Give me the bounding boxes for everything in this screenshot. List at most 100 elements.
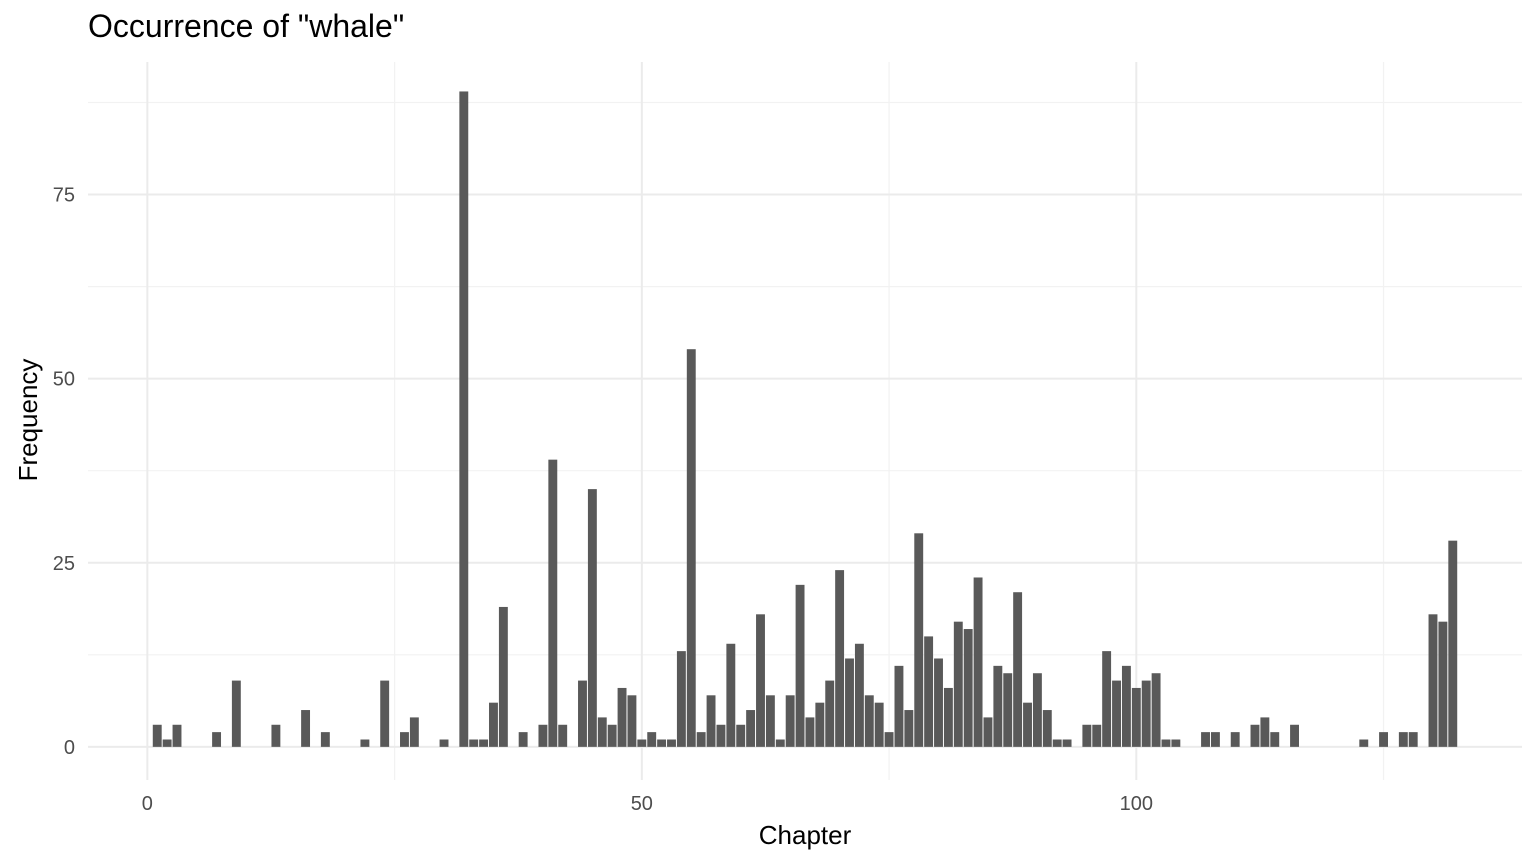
bar: [320, 732, 330, 747]
bar: [716, 724, 726, 747]
bar: [607, 724, 617, 747]
bar: [775, 739, 785, 747]
bar: [558, 724, 568, 747]
bar: [835, 570, 845, 747]
bar: [1082, 724, 1092, 747]
bar: [1250, 724, 1260, 747]
bar: [380, 680, 390, 747]
bar: [1359, 739, 1369, 747]
bar: [696, 732, 706, 747]
bar: [1270, 732, 1280, 747]
bar: [400, 732, 409, 747]
bar: [548, 459, 558, 747]
bar: [231, 680, 241, 747]
bars: [152, 91, 1458, 747]
bar: [271, 724, 281, 747]
bar: [1052, 739, 1062, 747]
bar: [1379, 732, 1388, 747]
bar: [746, 710, 756, 747]
bar: [617, 687, 627, 747]
bar: [1062, 739, 1072, 747]
bar: [795, 584, 805, 747]
x-axis-title: Chapter: [759, 820, 852, 850]
bar: [706, 695, 716, 747]
bar: [1151, 673, 1161, 747]
bar: [1032, 673, 1042, 747]
bar: [439, 739, 449, 747]
x-tick-label: 50: [631, 793, 653, 815]
bar: [667, 739, 676, 747]
bar: [736, 724, 746, 747]
bar: [1398, 732, 1408, 747]
bar: [963, 629, 973, 747]
bar: [469, 739, 479, 747]
y-tick-label: 50: [53, 369, 75, 391]
bar: [1201, 732, 1210, 747]
bar: [924, 636, 934, 747]
bar: [301, 710, 311, 747]
bar: [1230, 732, 1240, 747]
bar: [409, 717, 419, 747]
bar: [676, 651, 686, 747]
bar: [212, 732, 222, 747]
bar: [1131, 687, 1141, 747]
bar: [864, 695, 874, 747]
bar: [489, 702, 498, 747]
bar: [1112, 680, 1121, 747]
bar: [686, 349, 696, 747]
bar: [162, 739, 172, 747]
bar: [904, 710, 914, 747]
bar: [518, 732, 528, 747]
bar: [805, 717, 815, 747]
bar: [647, 732, 657, 747]
bar: [597, 717, 607, 747]
bar: [1448, 540, 1458, 747]
bar: [1092, 724, 1102, 747]
bar: [854, 643, 864, 747]
y-tick-label: 0: [64, 737, 75, 759]
bar: [1290, 724, 1299, 747]
major-gridlines: [88, 62, 1522, 780]
bar: [953, 621, 963, 747]
bar: [1013, 592, 1023, 747]
minor-gridlines: [88, 62, 1522, 780]
bar: [1171, 739, 1181, 747]
bar: [1438, 621, 1448, 747]
bar: [538, 724, 548, 747]
bar: [726, 643, 736, 747]
bar: [1121, 665, 1131, 747]
bar: [587, 489, 597, 747]
bar: [845, 658, 854, 747]
bar: [943, 687, 953, 747]
bar: [1141, 680, 1151, 747]
x-tick-label: 0: [142, 793, 153, 815]
bar: [983, 717, 993, 747]
y-tick-label: 75: [53, 185, 75, 207]
bar: [152, 724, 162, 747]
bar: [1428, 614, 1438, 747]
bar: [785, 695, 795, 747]
bar: [894, 665, 904, 747]
bar: [172, 724, 182, 747]
bar: [914, 533, 924, 747]
bar: [498, 606, 508, 747]
bar: [756, 614, 765, 747]
bar: [1023, 702, 1032, 747]
bar: [578, 680, 587, 747]
bar: [765, 695, 775, 747]
bar: [627, 695, 637, 747]
bar: [993, 665, 1003, 747]
bar: [1161, 739, 1171, 747]
bar: [815, 702, 825, 747]
x-tick-labels: 0 50 100: [142, 793, 1153, 815]
bar: [973, 577, 983, 747]
bar: [637, 739, 647, 747]
bar: [657, 739, 667, 747]
y-tick-label: 25: [53, 553, 75, 575]
bar: [1260, 717, 1270, 747]
bar: [360, 739, 370, 747]
bar: [1210, 732, 1220, 747]
bar: [874, 702, 884, 747]
bar: [459, 91, 469, 747]
